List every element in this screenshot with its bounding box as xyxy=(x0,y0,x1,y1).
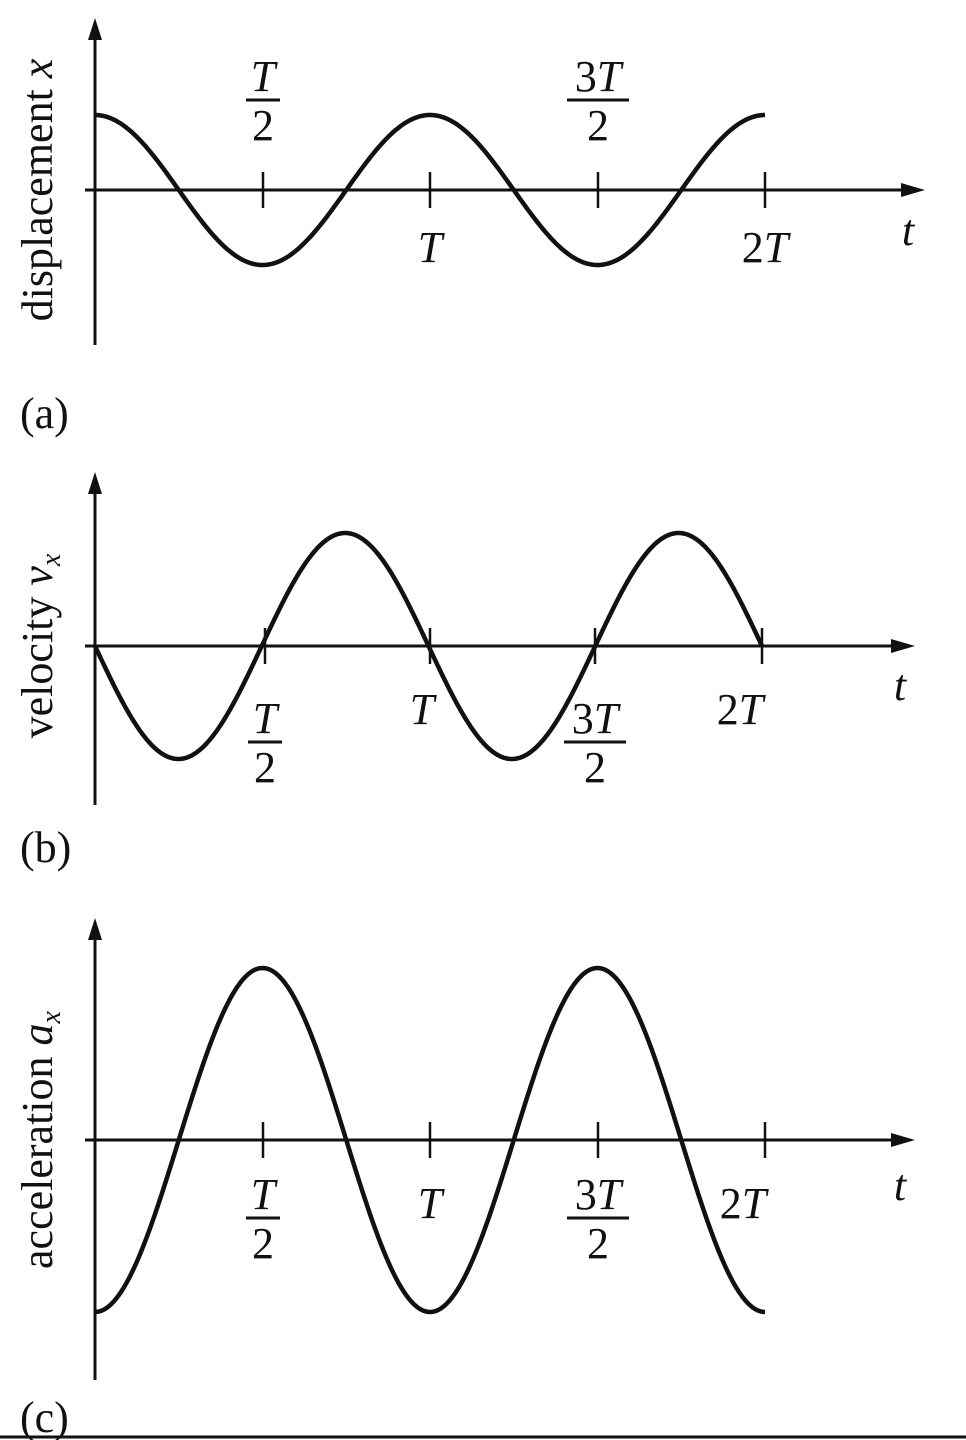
x-axis-arrow-icon xyxy=(891,639,915,653)
y-axis-label: displacement x xyxy=(13,58,62,321)
tick-label-denominator: 2 xyxy=(252,1219,274,1268)
tick-label-numerator: T xyxy=(251,1170,279,1219)
y-axis-label: velocity vx xyxy=(13,553,67,738)
panel-label: (a) xyxy=(20,389,69,438)
tick-label-numerator: 3T xyxy=(572,694,622,743)
panel-label: (c) xyxy=(20,1393,69,1440)
tick-label: T xyxy=(418,223,446,272)
tick-label-denominator: 2 xyxy=(252,101,274,150)
series-line xyxy=(94,112,766,268)
tick-label: 2T xyxy=(742,223,792,272)
tick-label: 2T xyxy=(717,685,767,734)
tick-label-denominator: 2 xyxy=(587,101,609,150)
x-axis-label: t xyxy=(894,1161,908,1210)
tick-label-numerator: 3T xyxy=(575,1170,625,1219)
tick-label-numerator: 3T xyxy=(575,52,625,101)
y-axis-arrow-icon xyxy=(88,18,102,40)
panel-label: (b) xyxy=(20,823,71,872)
series-line xyxy=(92,530,765,762)
tick-label: T xyxy=(410,685,438,734)
tick-label-numerator: T xyxy=(251,52,279,101)
series-line xyxy=(94,965,766,1315)
x-axis-arrow-icon xyxy=(891,1133,915,1147)
tick-label-denominator: 2 xyxy=(584,743,606,792)
x-axis-label: t xyxy=(902,206,916,255)
y-axis-arrow-icon xyxy=(88,472,102,494)
y-axis-label: acceleration ax xyxy=(13,1010,67,1269)
y-axis-arrow-icon xyxy=(88,918,102,940)
tick-label: 2T xyxy=(720,1179,770,1228)
tick-label: T xyxy=(418,1179,446,1228)
tick-label-denominator: 2 xyxy=(254,743,276,792)
x-axis-label: t xyxy=(894,661,908,710)
tick-label-denominator: 2 xyxy=(587,1219,609,1268)
x-axis-arrow-icon xyxy=(901,183,925,197)
tick-label-numerator: T xyxy=(253,694,281,743)
